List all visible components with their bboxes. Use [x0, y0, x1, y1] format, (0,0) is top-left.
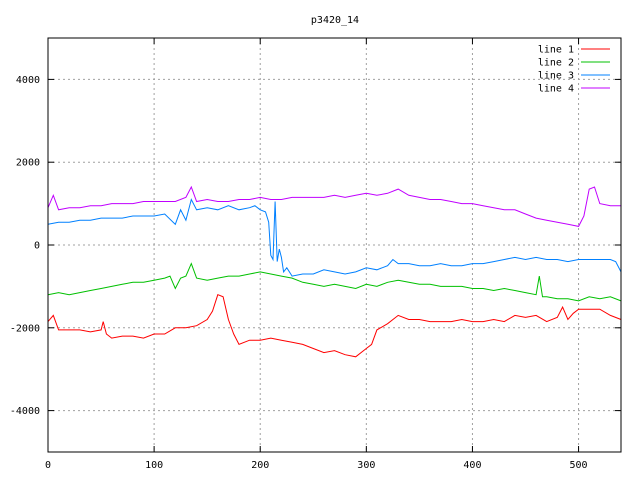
legend-label: line 3 — [538, 71, 574, 82]
series-2-line — [47, 262, 622, 302]
series-1-line — [47, 294, 622, 358]
x-tick-label: 200 — [251, 460, 269, 471]
series-4-line — [47, 185, 621, 227]
y-tick-label: 2000 — [16, 158, 40, 169]
legend: line 1 line 2 line 3 line 4 — [538, 45, 610, 95]
x-tick-label: 100 — [145, 460, 163, 471]
chart-title: p3420_14 — [311, 15, 359, 26]
axis-ticks: 0 100 200 300 400 500 4000 2000 0 -2000 -4000 — [10, 38, 621, 471]
legend-label: line 4 — [538, 84, 574, 95]
grid-lines — [48, 38, 621, 452]
series-group — [47, 185, 622, 358]
y-tick-label: -4000 — [10, 406, 40, 417]
legend-label: line 1 — [538, 45, 574, 56]
legend-label: line 2 — [538, 58, 574, 69]
y-tick-label: 4000 — [16, 75, 40, 86]
series-3-line — [47, 198, 622, 277]
x-tick-label: 400 — [463, 460, 481, 471]
y-tick-label: -2000 — [10, 323, 40, 334]
x-tick-label: 500 — [570, 460, 588, 471]
x-tick-label: 0 — [45, 460, 51, 471]
y-tick-label: 0 — [34, 241, 40, 252]
x-tick-label: 300 — [357, 460, 375, 471]
